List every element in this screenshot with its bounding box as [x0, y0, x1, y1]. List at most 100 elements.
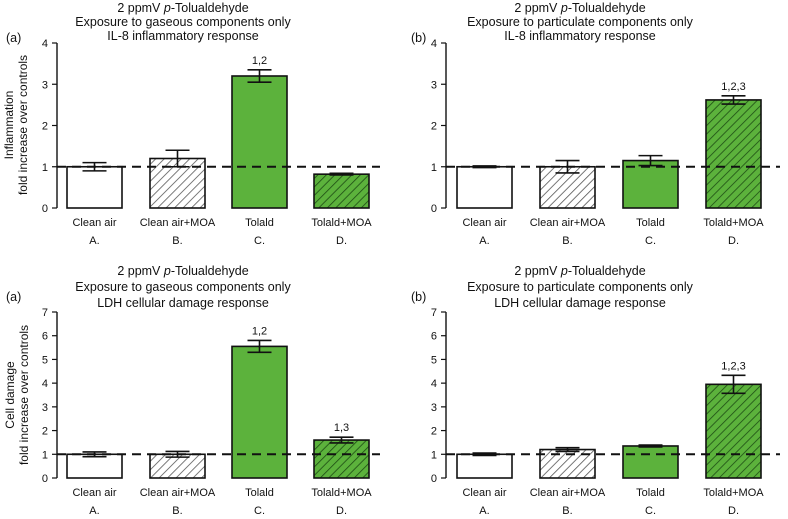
- title-segment: 2 ppmV: [514, 264, 561, 278]
- chart-title-line: Exposure to gaseous components only: [75, 280, 291, 294]
- y-tick-label: 2: [42, 426, 48, 438]
- category-label: Tolald+MOA: [311, 217, 372, 229]
- y-tick-label: 6: [42, 331, 48, 343]
- category-label: Clean air+MOA: [530, 487, 606, 499]
- category-letter: B.: [562, 505, 572, 517]
- chart-title-line: Exposure to gaseous components only: [75, 15, 291, 29]
- y-tick-label: 0: [42, 473, 48, 485]
- category-letter: D.: [336, 505, 347, 517]
- error-bar: [329, 172, 354, 176]
- y-tick-label: 3: [431, 402, 437, 414]
- significance-label: 1,2: [252, 325, 267, 337]
- bar: [231, 75, 288, 209]
- category-label: Tolald: [245, 217, 274, 229]
- title-segment: Exposure to particulate components only: [467, 280, 694, 294]
- y-tick-label: 6: [431, 331, 437, 343]
- error-bar: [555, 446, 580, 453]
- category-label: Clean air+MOA: [140, 217, 216, 229]
- y-tick-label: 5: [431, 354, 437, 366]
- bar: [313, 439, 370, 479]
- panel-label: (b): [411, 31, 426, 45]
- title-segment: Exposure to gaseous components only: [75, 280, 291, 294]
- y-tick-label: 7: [431, 307, 437, 319]
- category-letter: C.: [254, 505, 265, 517]
- category-label: Clean air: [462, 217, 506, 229]
- y-tick-label: 3: [42, 402, 48, 414]
- y-tick-label: 3: [42, 79, 48, 91]
- y-tick-label: 3: [431, 79, 437, 91]
- y-tick-label: 4: [431, 378, 437, 390]
- y-axis-label: Inflammation: [2, 91, 16, 160]
- y-tick-label: 0: [431, 473, 437, 485]
- category-letter: A.: [479, 505, 489, 517]
- y-tick-label: 4: [42, 378, 48, 390]
- error-bar: [721, 374, 746, 395]
- bar: [705, 99, 762, 209]
- title-segment: LDH cellular damage response: [494, 296, 666, 310]
- bar: [456, 165, 513, 209]
- category-label: Tolald+MOA: [703, 217, 764, 229]
- error-bar: [638, 154, 663, 167]
- chart-title-line: IL-8 inflammatory response: [107, 29, 259, 43]
- y-tick-label: 1: [42, 449, 48, 461]
- category-label: Clean air: [462, 487, 506, 499]
- category-label: Clean air+MOA: [140, 487, 216, 499]
- chart-title-line: 2 ppmV p-Tolualdehyde: [514, 1, 645, 15]
- y-tick-label: 1: [431, 162, 437, 174]
- title-italic-segment: p: [163, 1, 171, 15]
- error-bar: [329, 436, 354, 444]
- significance-label: 1,2,3: [721, 360, 745, 372]
- title-segment: IL-8 inflammatory response: [504, 29, 656, 43]
- significance-label: 1,2: [252, 55, 267, 67]
- y-tick-label: 4: [431, 38, 437, 50]
- bar: [456, 453, 513, 479]
- error-bar: [721, 95, 746, 105]
- title-segment: -Tolualdehyde: [171, 1, 249, 15]
- category-label: Clean air: [72, 217, 116, 229]
- title-segment: -Tolualdehyde: [171, 264, 249, 278]
- title-segment: LDH cellular damage response: [97, 296, 269, 310]
- title-italic-segment: p: [560, 264, 568, 278]
- category-letter: D.: [336, 235, 347, 247]
- category-label: Clean air: [72, 487, 116, 499]
- y-tick-label: 1: [42, 162, 48, 174]
- bar: [231, 345, 288, 479]
- title-segment: Exposure to particulate components only: [467, 15, 694, 29]
- bar: [622, 159, 679, 209]
- category-letter: D.: [728, 505, 739, 517]
- bar: [622, 445, 679, 479]
- category-letter: B.: [562, 235, 572, 247]
- y-tick-label: 2: [431, 121, 437, 133]
- category-letter: C.: [645, 505, 656, 517]
- title-segment: 2 ppmV: [514, 1, 561, 15]
- category-letter: A.: [89, 505, 99, 517]
- chart-panel-4: (b) 2 ppmV p-Tolualdehyde Exposure to part…: [411, 264, 780, 517]
- panel-label: (b): [411, 290, 426, 304]
- y-tick-label: 5: [42, 354, 48, 366]
- category-letter: A.: [479, 235, 489, 247]
- title-italic-segment: p: [560, 1, 568, 15]
- category-label: Clean air+MOA: [530, 217, 606, 229]
- category-letter: C.: [254, 235, 265, 247]
- y-tick-label: 0: [431, 203, 437, 215]
- category-label: Tolald+MOA: [703, 487, 764, 499]
- y-tick-label: 0: [42, 203, 48, 215]
- chart-title-line: LDH cellular damage response: [97, 296, 269, 310]
- title-italic-segment: p: [163, 264, 171, 278]
- significance-label: 1,2,3: [721, 81, 745, 93]
- bar: [66, 165, 123, 209]
- chart-title-line: 2 ppmV p-Tolualdehyde: [117, 1, 248, 15]
- category-label: Tolald: [245, 487, 274, 499]
- error-bar: [638, 444, 663, 448]
- y-tick-label: 2: [42, 121, 48, 133]
- category-letter: A.: [89, 235, 99, 247]
- title-segment: 2 ppmV: [117, 264, 164, 278]
- panel-label: (a): [6, 290, 21, 304]
- title-segment: IL-8 inflammatory response: [107, 29, 259, 43]
- y-tick-label: 4: [42, 38, 48, 50]
- y-axis-label: fold increase over controls: [16, 55, 30, 195]
- bar: [705, 383, 762, 479]
- error-bar: [247, 339, 272, 354]
- chart-title-line: Exposure to particulate components only: [467, 15, 694, 29]
